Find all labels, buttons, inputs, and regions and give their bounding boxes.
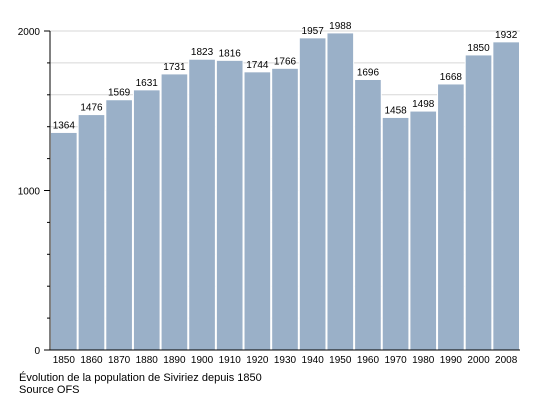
data-label-2000: 1850 [467,43,490,54]
bar-1930 [271,67,299,351]
bar-1970 [381,116,410,351]
x-tick-label-1950: 1950 [329,355,352,366]
bar-1850 [50,131,78,351]
data-label-1910: 1816 [219,48,242,59]
x-tick-label-1940: 1940 [302,355,325,366]
bar-1920 [243,71,272,351]
x-tick-label-1990: 1990 [440,355,463,366]
y-tick-label-0: 0 [34,346,40,357]
data-label-1900: 1823 [191,47,214,58]
data-label-1850: 1364 [53,120,76,131]
x-tick-label-1930: 1930 [274,355,297,366]
x-tick-label-1870: 1870 [108,355,131,366]
bar-1950 [326,32,355,351]
x-tick-label-1850: 1850 [53,355,76,366]
x-tick-label-2000: 2000 [467,355,490,366]
bar-1910 [215,59,244,351]
data-label-1960: 1696 [357,67,380,78]
bar-1890 [160,73,189,351]
bar-1940 [298,37,327,351]
data-label-1970: 1458 [384,105,407,116]
data-label-1990: 1668 [440,72,463,83]
bar-1880 [132,89,161,351]
x-tick-label-1880: 1880 [136,355,159,366]
bar-1870 [105,99,133,351]
x-tick-label-1970: 1970 [384,355,407,366]
bar-2000 [464,54,493,351]
x-tick-label-1910: 1910 [219,355,242,366]
x-tick-label-2008: 2008 [495,355,518,366]
bar-1960 [354,78,382,351]
data-label-1930: 1766 [274,56,297,67]
data-label-1940: 1957 [302,26,325,37]
chart-caption: Évolution de la population de Siviriez d… [19,372,262,384]
y-tick-label-2000: 2000 [18,27,41,38]
data-label-1880: 1631 [136,78,159,89]
data-label-1890: 1731 [163,62,186,73]
x-tick-label-1890: 1890 [163,355,186,366]
x-tick-label-1860: 1860 [80,355,103,366]
x-tick-label-1980: 1980 [412,355,435,366]
y-tick-label-1000: 1000 [18,187,41,198]
data-label-2008: 1932 [495,30,518,41]
bar-1860 [77,114,106,351]
label-layer: 1364 1850 1476 1860 1569 1870 1631 1880 1731 1890… [18,21,518,366]
x-tick-label-1920: 1920 [246,355,269,366]
data-label-1980: 1498 [412,99,435,110]
data-label-1950: 1988 [329,21,352,32]
data-label-1920: 1744 [246,60,269,71]
x-tick-label-1960: 1960 [357,355,380,366]
chart-source: Source OFS [19,384,80,396]
data-label-1870: 1569 [108,88,131,99]
x-tick-label-1900: 1900 [191,355,214,366]
bar-2008 [492,41,520,351]
data-label-1860: 1476 [80,103,103,114]
bar-1980 [409,110,438,351]
bar-1990 [437,83,465,351]
axis-layer [44,30,520,351]
bar-1900 [188,58,216,351]
